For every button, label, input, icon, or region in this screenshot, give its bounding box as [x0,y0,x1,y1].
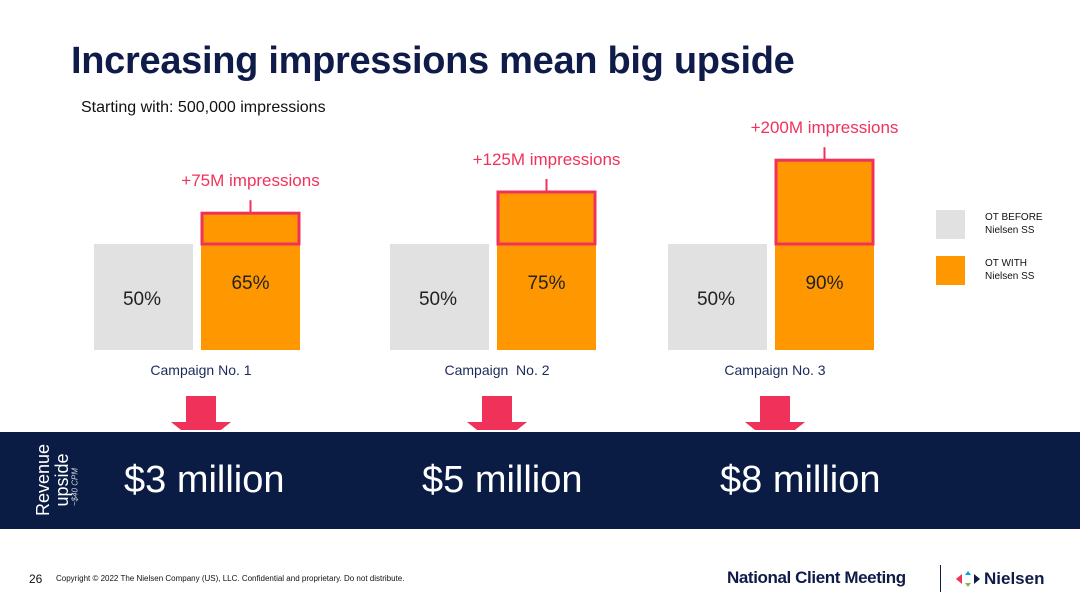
page-number: 26 [29,572,43,586]
uplift-outline-1 [200,211,301,246]
bar-before-label-2: 50% [419,289,457,310]
nielsen-logo-text: Nielsen [984,569,1045,588]
legend: OT BEFORE Nielsen SS OT WITH Nielsen SS [936,208,1055,300]
meeting-name: National Client Meeting [727,568,906,587]
down-arrow-1 [171,396,231,430]
revenue-value-2: $5 million [422,459,583,501]
bar-with-1 [201,212,300,350]
legend-swatch-before [936,209,965,239]
revenue-value-1: $3 million [124,459,285,501]
cpm-note: ~$40 CPM [68,464,82,510]
bar-before-label-3: 50% [697,289,735,310]
down-arrow-2 [467,396,527,430]
uplift-outline-2 [496,190,597,246]
page-title: Increasing impressions mean big upside [71,40,795,82]
revenue-label-text: Revenue upside [33,443,72,517]
bar-before-label-1: 50% [123,289,161,310]
copyright-text: Copyright © 2022 The Nielsen Company (US… [56,574,405,583]
subtitle: Starting with: 500,000 impressions [81,99,326,116]
nielsen-logo: Nielsen [956,568,1044,590]
legend-item-with: OT WITH Nielsen SS [936,254,1055,286]
bar-chart: 50% 65% +75M impressions Campaign No. 1 50% 7… [94,118,899,430]
bar-before-1 [94,244,193,350]
uplift-outline-3 [774,158,875,246]
bar-with-3 [775,159,874,350]
revenue-band [0,432,1080,529]
bar-with-label-1: 65% [231,273,269,294]
legend-label-with: OT WITH Nielsen SS [985,258,1035,282]
annotation-3: +200M impressions [751,118,899,137]
annotation-2: +125M impressions [473,150,621,169]
legend-item-before: OT BEFORE Nielsen SS [936,208,1055,240]
bar-before-3 [668,244,767,350]
category-label-1: Campaign No. 1 [150,362,251,378]
annotation-1: +75M impressions [181,171,319,190]
revenue-label: Revenue upside [13,440,72,520]
bar-with-label-3: 90% [805,273,843,294]
nielsen-logo-icon [956,571,980,587]
footer-divider [940,565,941,592]
legend-swatch-with [936,255,965,285]
bar-before-2 [390,244,489,350]
category-label-2: Campaign No. 2 [444,362,549,378]
bar-with-2 [497,191,596,350]
down-arrow-3 [745,396,805,430]
legend-label-before: OT BEFORE Nielsen SS [985,212,1043,236]
cpm-note-text: ~$40 CPM [70,467,80,507]
bar-with-label-2: 75% [527,273,565,294]
revenue-value-3: $8 million [720,459,881,501]
category-label-3: Campaign No. 3 [724,362,825,378]
